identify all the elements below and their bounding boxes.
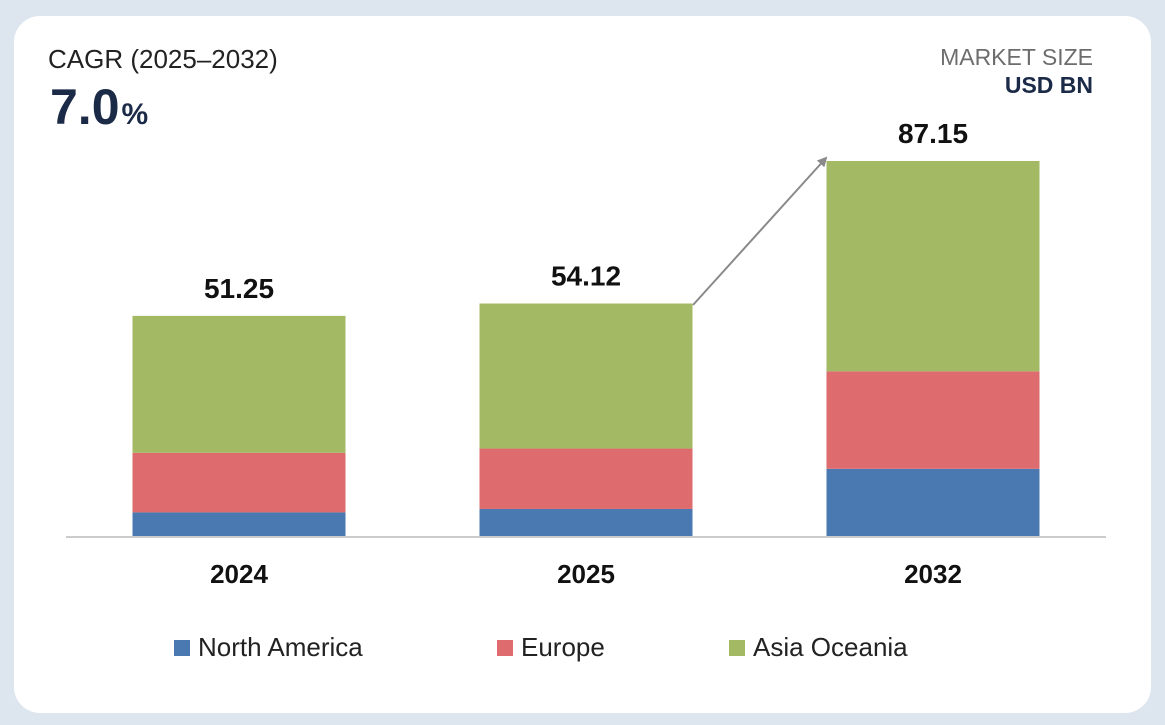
bars-group	[132, 161, 1040, 537]
market-size-unit: USD BN	[1004, 72, 1093, 98]
legend-label: Europe	[521, 632, 605, 662]
bar-2032-europe	[826, 371, 1040, 469]
x-tick-label-2025: 2025	[557, 559, 615, 589]
cagr-number: 7.0	[50, 79, 120, 135]
bar-2024-europe	[132, 452, 346, 513]
legend-item-north-america: North America	[174, 632, 363, 663]
legend-item-europe: Europe	[497, 632, 605, 663]
total-label-2025: 54.12	[551, 261, 621, 292]
bar-2025-asia-oceania	[479, 303, 693, 449]
legend-swatch	[174, 639, 190, 656]
bar-2025-europe	[479, 448, 693, 509]
total-label-2024: 51.25	[204, 273, 274, 304]
bar-2032-north-america	[826, 468, 1040, 537]
legend-swatch	[729, 639, 745, 656]
market-size-label: MARKET SIZE	[940, 44, 1093, 70]
legend-label: Asia Oceania	[753, 632, 908, 662]
cagr-label: CAGR (2025–2032)	[48, 44, 278, 74]
legend-swatch	[497, 639, 513, 656]
bar-2032-asia-oceania	[826, 161, 1040, 372]
labels-group: 51.25 2024 54.12 2025 87.15 2032	[204, 118, 968, 589]
x-tick-label-2032: 2032	[904, 559, 962, 589]
bar-2024-asia-oceania	[132, 315, 346, 453]
cagr-percent-sign: %	[121, 98, 149, 131]
bar-2024-north-america	[132, 512, 346, 537]
chart-legend: North America Europe Asia Oceania	[0, 632, 1165, 666]
legend-item-asia-oceania: Asia Oceania	[729, 632, 908, 663]
legend-label: North America	[198, 632, 363, 662]
growth-arrow	[692, 156, 828, 306]
total-label-2032: 87.15	[898, 118, 968, 149]
cagr-value: 7.0%	[50, 78, 148, 136]
bar-2025-north-america	[479, 508, 693, 537]
x-tick-label-2024: 2024	[210, 559, 268, 589]
